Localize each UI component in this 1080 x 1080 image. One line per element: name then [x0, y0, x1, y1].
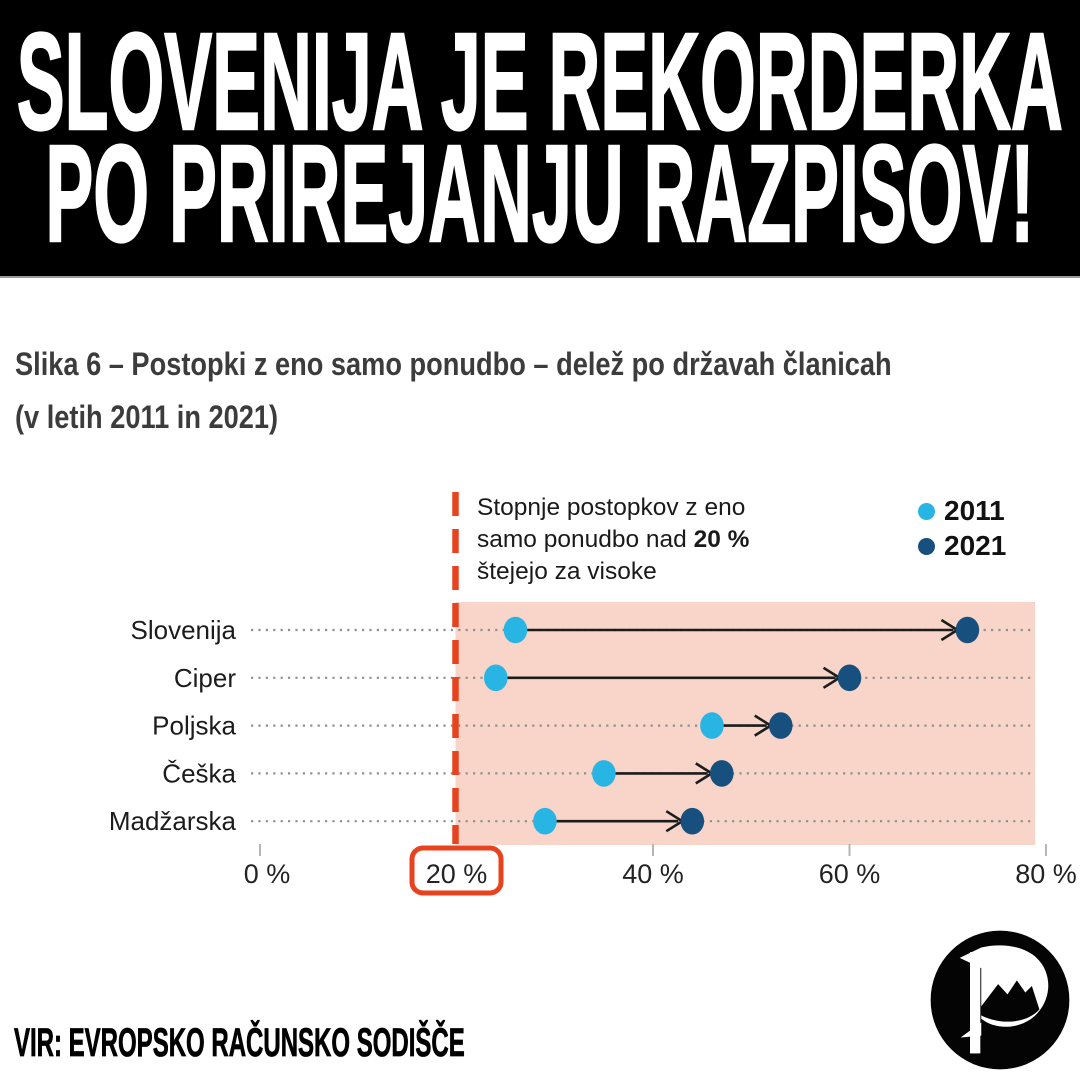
source-attribution: VIR: EVROPSKO RAČUNSKO SODIŠČE	[14, 1021, 465, 1065]
annotation-line-2: samo ponudbo nad 20 %	[477, 526, 750, 553]
axis-tick-label: 0 %	[244, 859, 291, 889]
dot-2011	[592, 760, 616, 787]
pirate-flag-icon	[930, 930, 1070, 1070]
headline-banner: SLOVENIJA JE REKORDERKA PO PRIREJANJU RA…	[0, 0, 1080, 278]
headline-line-2: PO PRIREJANJU RAZPISOV!	[45, 117, 1035, 271]
legend-item-2021: 2021	[918, 530, 1006, 562]
figure-title-line-1: Slika 6 – Postopki z eno samo ponudbo – …	[15, 346, 892, 382]
annotation-line-1: Stopnje postopkov z eno	[477, 494, 746, 521]
axis-tick-label: 80 %	[1015, 859, 1077, 889]
threshold-label-box	[409, 845, 504, 896]
dot-2011	[503, 616, 528, 644]
row-label: Madžarska	[109, 806, 237, 836]
dot-2021	[837, 664, 862, 692]
axis-tick-label: 60 %	[819, 859, 881, 889]
figure-title: Slika 6 – Postopki z eno samo ponudbo – …	[15, 338, 1046, 444]
dot-2011	[484, 664, 508, 692]
threshold-region	[455, 602, 1036, 845]
row-label: Češka	[162, 758, 236, 788]
dumbbell-chart: Slovenija Ciper Poljska Češka Madžarska 0 % 20…	[0, 480, 1080, 910]
legend-dot-2021-icon	[918, 537, 935, 555]
chart-legend: 2011 2021	[918, 495, 1006, 562]
legend-item-2011: 2011	[918, 495, 1006, 527]
dot-2021	[955, 616, 980, 644]
dot-2011	[700, 712, 724, 739]
axis-tick-label: 40 %	[622, 859, 684, 889]
dot-2021	[680, 807, 705, 835]
legend-label-2011: 2011	[944, 495, 1005, 526]
legend-label-2021: 2021	[944, 530, 1007, 561]
threshold-annotation: Stopnje postopkov z eno samo ponudbo nad…	[477, 492, 797, 588]
figure-title-line-2: (v letih 2011 in 2021)	[15, 399, 279, 435]
headline-line-1: SLOVENIJA JE REKORDERKA	[16, 5, 1064, 159]
row-label: Poljska	[152, 711, 236, 741]
dot-2021	[709, 760, 734, 787]
legend-dot-2011-icon	[918, 502, 935, 520]
dot-2011	[533, 807, 557, 835]
row-label: Slovenija	[130, 615, 236, 645]
axis-tick-label: 20 %	[426, 859, 488, 889]
pirate-party-logo	[925, 925, 1075, 1075]
row-label: Ciper	[174, 663, 236, 693]
annotation-line-3: štejejo za visoke	[477, 558, 657, 585]
dot-2021	[768, 712, 793, 739]
